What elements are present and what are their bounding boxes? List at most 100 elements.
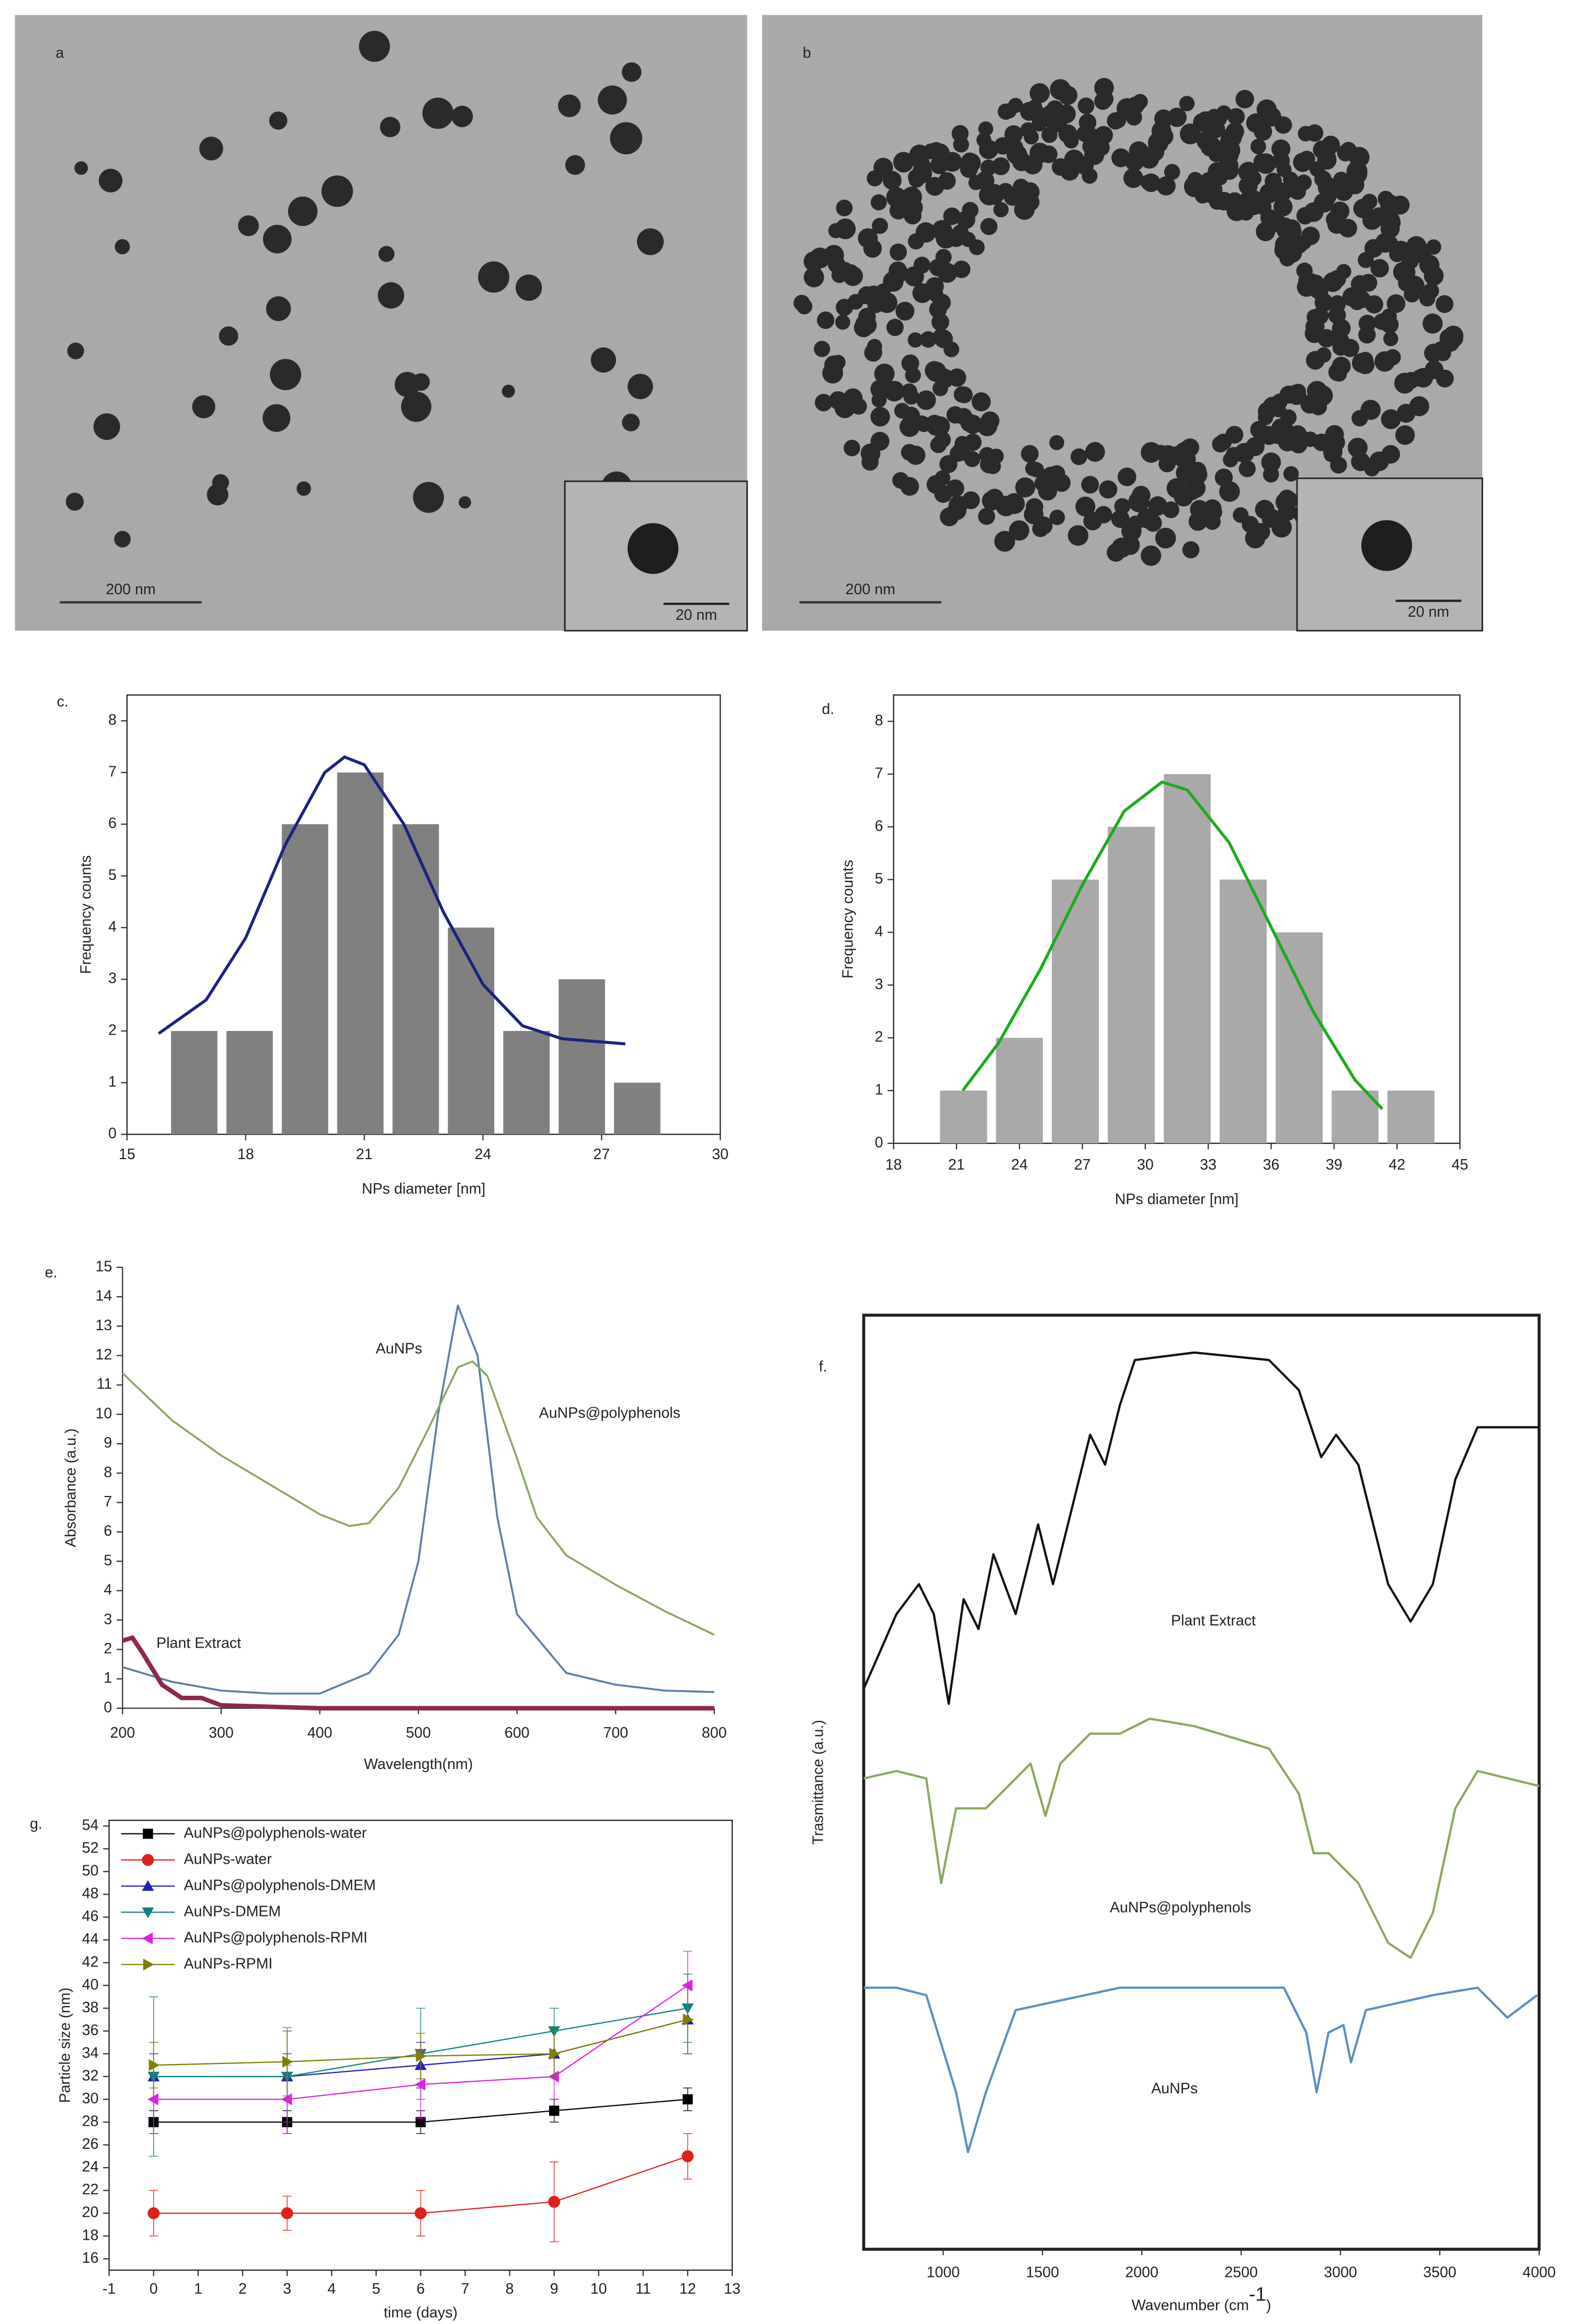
x-tick-label: 400 xyxy=(308,1725,333,1741)
particle xyxy=(1275,492,1295,512)
particle xyxy=(1250,421,1268,439)
particle xyxy=(1283,466,1299,482)
x-tick-label: 2000 xyxy=(1125,2264,1158,2281)
particle xyxy=(1083,512,1102,530)
particle xyxy=(1041,466,1062,488)
bar xyxy=(226,1030,273,1135)
particle xyxy=(1295,174,1312,191)
particle xyxy=(1384,349,1401,366)
bar xyxy=(1387,1090,1435,1143)
panel-label: e. xyxy=(45,1264,58,1281)
legend-marker xyxy=(142,1880,154,1891)
particle xyxy=(1075,496,1096,517)
particle xyxy=(1046,100,1064,118)
y-axis-label: Frequency counts xyxy=(839,860,856,979)
x-tick-label: 600 xyxy=(505,1725,530,1741)
particle xyxy=(971,392,991,412)
particle xyxy=(65,492,84,511)
particle xyxy=(1349,146,1370,168)
particle xyxy=(1156,176,1176,196)
particle xyxy=(1125,109,1142,126)
particle xyxy=(412,373,430,391)
legend-marker xyxy=(142,1854,154,1866)
particle xyxy=(1096,90,1114,108)
particle xyxy=(980,218,998,235)
y-tick-label: 54 xyxy=(82,1817,99,1834)
particle xyxy=(906,445,926,465)
x-tick-label: 4000 xyxy=(1522,2264,1556,2281)
particle xyxy=(864,343,882,362)
particle xyxy=(263,404,291,432)
particle xyxy=(1227,108,1245,126)
particle xyxy=(380,117,401,138)
particle xyxy=(1024,504,1044,525)
x-tick-label: 30 xyxy=(712,1146,729,1163)
particle xyxy=(1067,525,1089,546)
y-tick-label: 4 xyxy=(104,1582,112,1599)
particle xyxy=(983,184,1005,205)
particle xyxy=(926,414,943,433)
particle xyxy=(1188,512,1208,531)
x-tick-label: 42 xyxy=(1389,1157,1405,1173)
particle xyxy=(884,381,905,402)
particle xyxy=(1085,442,1105,462)
particle xyxy=(1139,149,1159,169)
x-tick-label: 3000 xyxy=(1324,2264,1357,2281)
particle xyxy=(1212,170,1228,186)
particle xyxy=(912,283,933,303)
y-tick-label: 24 xyxy=(82,2159,99,2175)
particle xyxy=(1381,409,1401,429)
x-tick-label: 13 xyxy=(724,2281,741,2297)
particle xyxy=(1225,447,1242,463)
y-tick-label: 32 xyxy=(82,2067,99,2084)
curve-label: AuNPs xyxy=(376,1341,422,1357)
particle xyxy=(1235,89,1254,109)
particle xyxy=(956,386,973,403)
particle xyxy=(1196,130,1217,151)
inset-particle xyxy=(628,523,679,574)
particles xyxy=(65,30,664,548)
particle xyxy=(1314,293,1334,312)
y-tick-label: 2 xyxy=(104,1640,112,1657)
particle xyxy=(98,168,123,192)
y-tick-label: 16 xyxy=(82,2250,99,2266)
x-tick-label: 9 xyxy=(550,2281,559,2297)
x-tick-label: 2 xyxy=(238,2281,247,2297)
particle xyxy=(1031,116,1047,132)
particle xyxy=(502,384,515,398)
particle xyxy=(893,152,914,173)
particle xyxy=(1443,325,1464,346)
particle xyxy=(948,495,968,515)
particle xyxy=(871,218,888,234)
particle xyxy=(835,314,850,330)
particle xyxy=(1029,83,1050,104)
inset-scale-bar-label: 20 nm xyxy=(676,607,717,623)
line xyxy=(863,1717,1540,1959)
particle xyxy=(1383,331,1399,346)
particle xyxy=(1353,198,1373,219)
y-tick-label: 20 xyxy=(82,2204,99,2221)
x-tick-label: 200 xyxy=(110,1725,135,1741)
particle xyxy=(978,121,994,137)
x-tick-label: 18 xyxy=(237,1146,254,1163)
particle xyxy=(844,439,860,457)
particle xyxy=(1351,452,1370,471)
particle xyxy=(1259,183,1280,203)
particle xyxy=(1423,282,1439,299)
particle xyxy=(270,359,301,390)
particle xyxy=(1296,207,1314,225)
particle xyxy=(1020,182,1040,202)
particle xyxy=(610,122,643,155)
particle xyxy=(886,319,904,336)
particle xyxy=(930,143,950,163)
curve-label: Plant Extract xyxy=(1171,1613,1256,1629)
particle xyxy=(904,266,924,287)
curve-label: AuNPs@polyphenols xyxy=(1110,1899,1251,1916)
particle xyxy=(1261,508,1281,528)
particle xyxy=(985,458,1001,474)
particle xyxy=(1254,122,1272,141)
curve-label: Plant Extract xyxy=(156,1635,241,1651)
particle xyxy=(895,301,915,321)
particle xyxy=(985,489,1004,507)
